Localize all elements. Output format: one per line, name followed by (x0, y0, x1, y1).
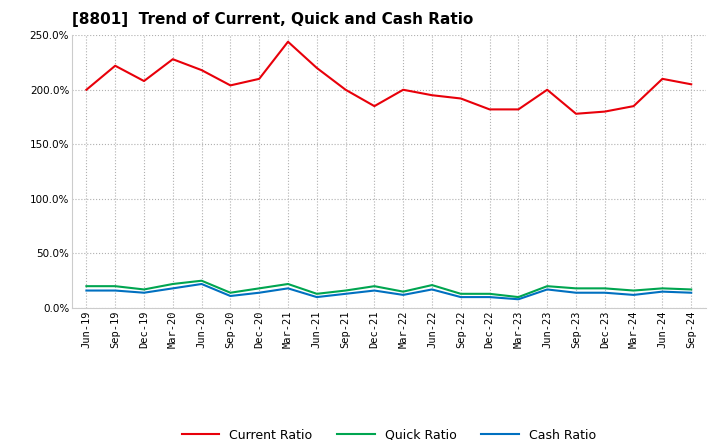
Current Ratio (140, 78, 148, 84)
Cash Ratio (312, 294, 321, 300)
Cash Ratio (140, 290, 148, 295)
Current Ratio (399, 87, 408, 92)
Cash Ratio (226, 293, 235, 299)
Current Ratio (370, 103, 379, 109)
Current Ratio (168, 57, 177, 62)
Quick Ratio (456, 291, 465, 297)
Cash Ratio (514, 297, 523, 302)
Cash Ratio (168, 286, 177, 291)
Line: Current Ratio: Current Ratio (86, 42, 691, 114)
Current Ratio (255, 76, 264, 81)
Cash Ratio (572, 290, 580, 295)
Quick Ratio (140, 287, 148, 292)
Current Ratio (226, 83, 235, 88)
Text: [8801]  Trend of Current, Quick and Cash Ratio: [8801] Trend of Current, Quick and Cash … (72, 12, 473, 27)
Quick Ratio (255, 286, 264, 291)
Cash Ratio (456, 294, 465, 300)
Quick Ratio (312, 291, 321, 297)
Current Ratio (687, 82, 696, 87)
Quick Ratio (341, 288, 350, 293)
Quick Ratio (399, 289, 408, 294)
Quick Ratio (197, 278, 206, 283)
Current Ratio (197, 67, 206, 73)
Quick Ratio (572, 286, 580, 291)
Cash Ratio (428, 287, 436, 292)
Quick Ratio (514, 294, 523, 300)
Quick Ratio (687, 287, 696, 292)
Cash Ratio (485, 294, 494, 300)
Cash Ratio (341, 291, 350, 297)
Current Ratio (572, 111, 580, 117)
Quick Ratio (226, 290, 235, 295)
Current Ratio (428, 92, 436, 98)
Quick Ratio (543, 283, 552, 289)
Quick Ratio (82, 283, 91, 289)
Current Ratio (600, 109, 609, 114)
Current Ratio (312, 65, 321, 70)
Current Ratio (341, 87, 350, 92)
Line: Cash Ratio: Cash Ratio (86, 284, 691, 299)
Cash Ratio (370, 288, 379, 293)
Current Ratio (82, 87, 91, 92)
Current Ratio (543, 87, 552, 92)
Cash Ratio (399, 292, 408, 297)
Quick Ratio (485, 291, 494, 297)
Cash Ratio (284, 286, 292, 291)
Quick Ratio (600, 286, 609, 291)
Current Ratio (514, 107, 523, 112)
Quick Ratio (111, 283, 120, 289)
Cash Ratio (543, 287, 552, 292)
Current Ratio (485, 107, 494, 112)
Cash Ratio (687, 290, 696, 295)
Current Ratio (284, 39, 292, 44)
Quick Ratio (428, 282, 436, 288)
Cash Ratio (658, 289, 667, 294)
Current Ratio (456, 96, 465, 101)
Cash Ratio (629, 292, 638, 297)
Legend: Current Ratio, Quick Ratio, Cash Ratio: Current Ratio, Quick Ratio, Cash Ratio (181, 429, 596, 440)
Quick Ratio (284, 281, 292, 286)
Quick Ratio (658, 286, 667, 291)
Current Ratio (658, 76, 667, 81)
Cash Ratio (600, 290, 609, 295)
Quick Ratio (168, 281, 177, 286)
Cash Ratio (255, 290, 264, 295)
Quick Ratio (370, 283, 379, 289)
Current Ratio (111, 63, 120, 68)
Quick Ratio (629, 288, 638, 293)
Line: Quick Ratio: Quick Ratio (86, 281, 691, 297)
Cash Ratio (197, 281, 206, 286)
Cash Ratio (82, 288, 91, 293)
Current Ratio (629, 103, 638, 109)
Cash Ratio (111, 288, 120, 293)
